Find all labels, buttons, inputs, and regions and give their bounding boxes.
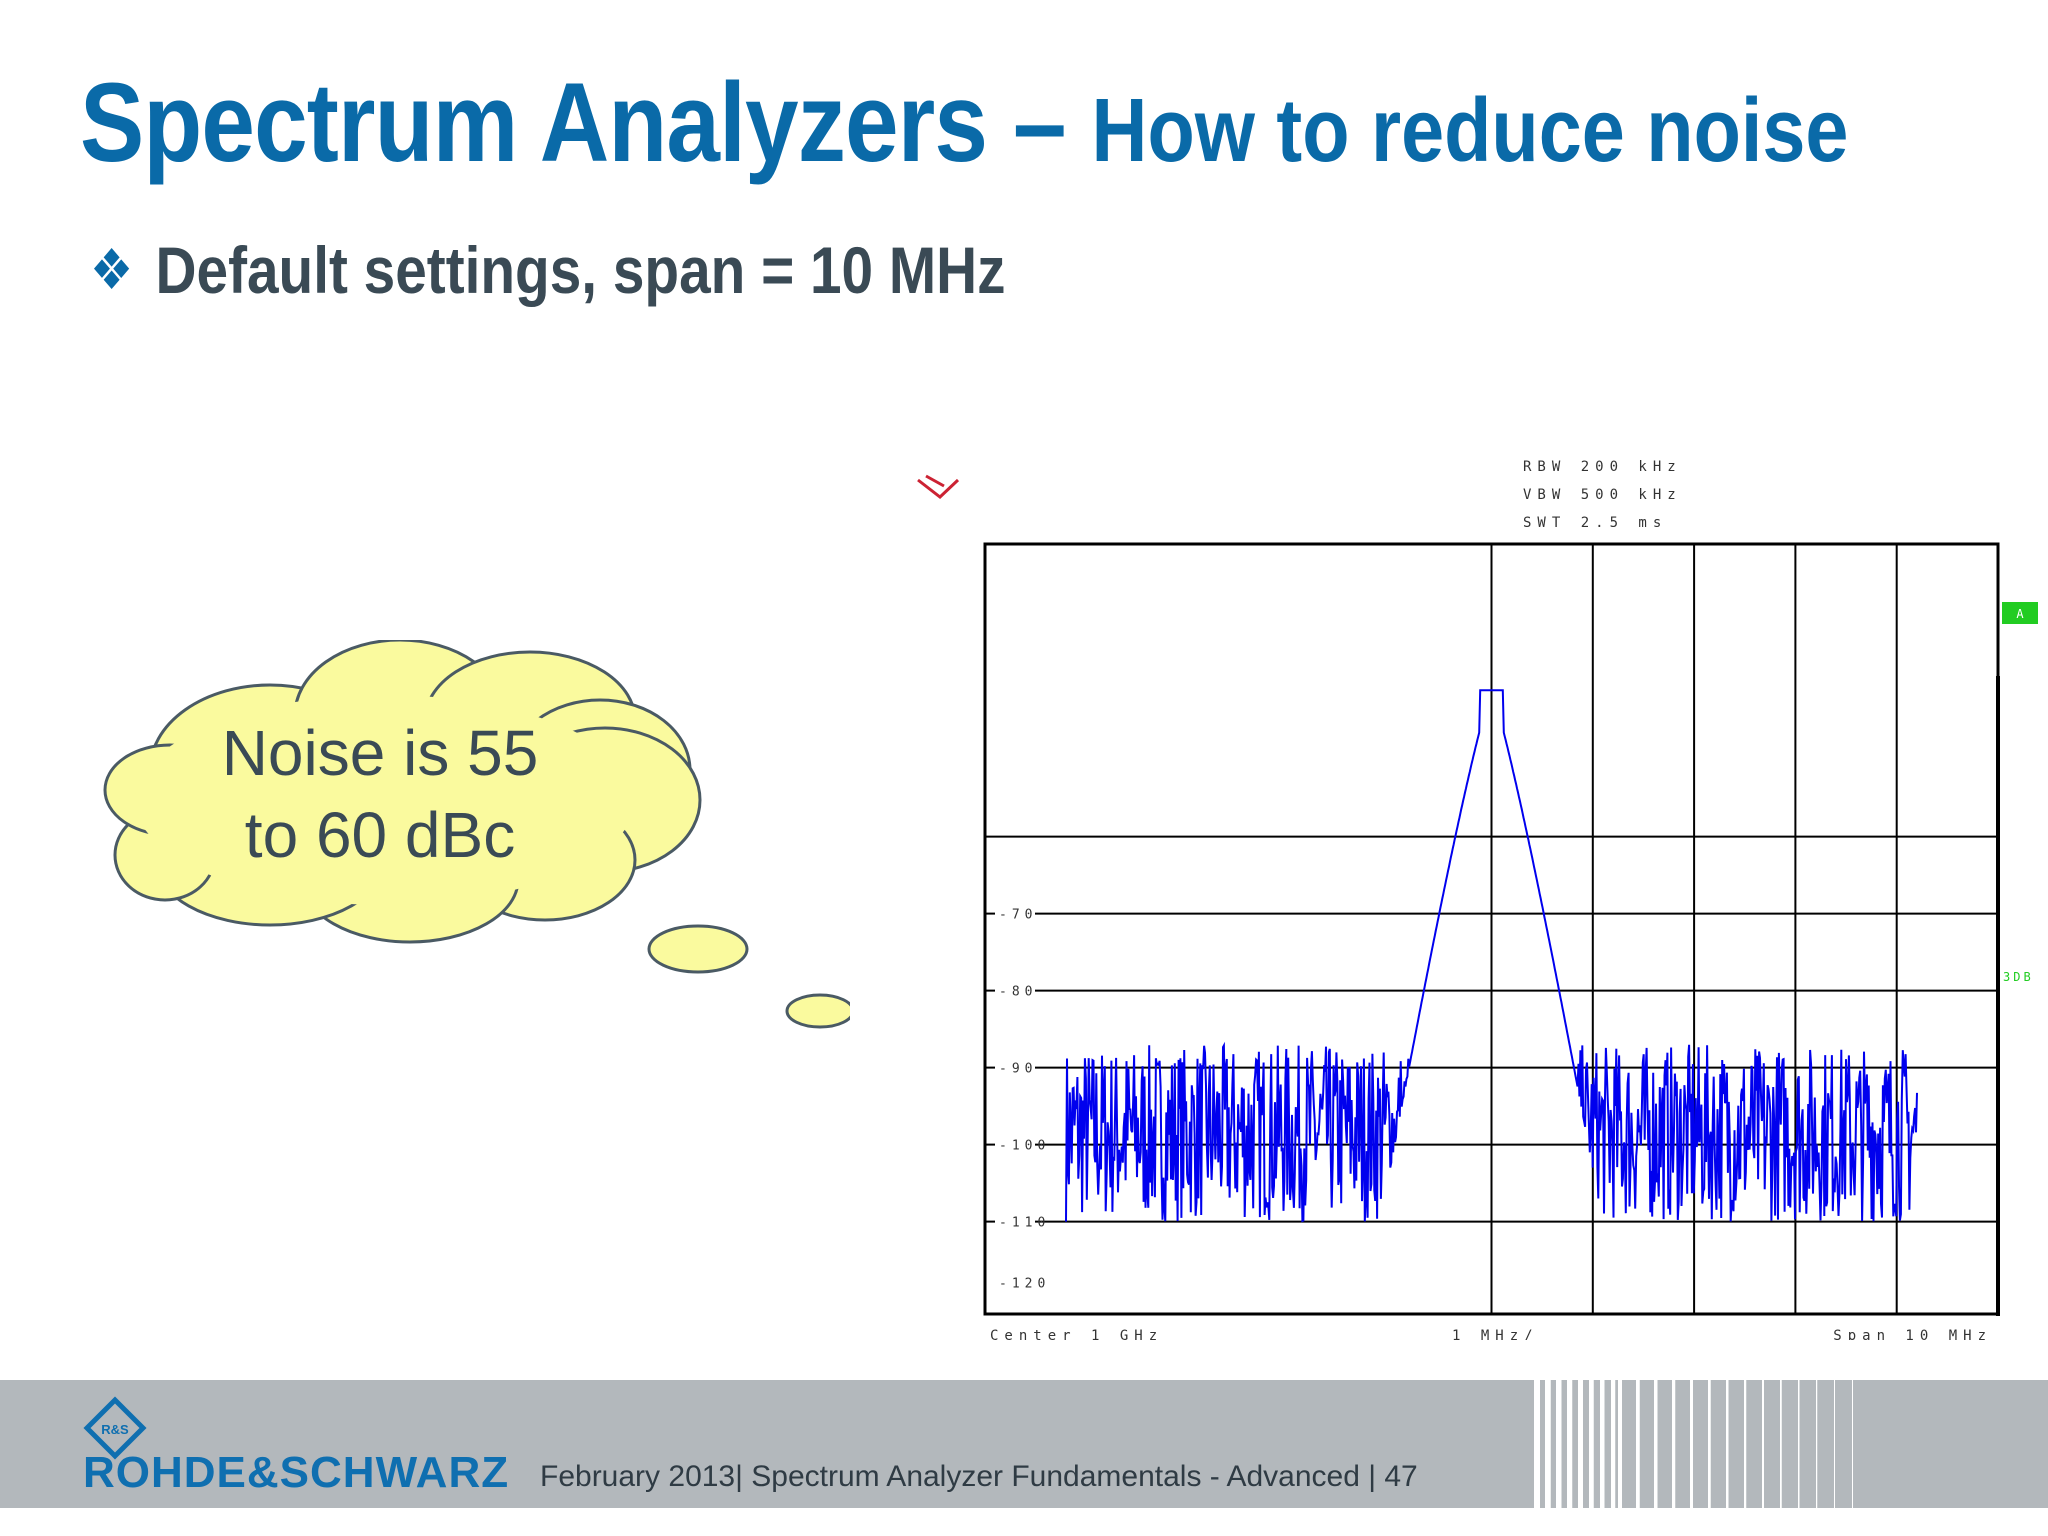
logo-letters: R&S	[101, 1422, 129, 1437]
spectrum-plot: RBW 200 kHz VBW 500 kHz SWT 2.5 ms -70 -80 -…	[917, 459, 2038, 1340]
footer-stripe	[1762, 1380, 1764, 1508]
callout-line-1: Noise is 55	[221, 717, 539, 789]
callout-line-2: to 60 dBc	[244, 799, 516, 871]
analyzer-logo-icon	[917, 474, 960, 499]
footer-stripe	[1589, 1380, 1594, 1508]
footer-stripe	[1618, 1380, 1622, 1508]
footer-stripe	[1708, 1380, 1711, 1508]
footer-stripe	[1556, 1380, 1562, 1508]
callout-text: Noise is 55 to 60 dBc	[160, 712, 600, 876]
footer-stripe	[1726, 1380, 1729, 1508]
footer-stripe	[1780, 1380, 1782, 1508]
y-tick-label: -70	[999, 908, 1037, 923]
marker-a-label: A	[2016, 607, 2024, 621]
footer-text: February 2013| Spectrum Analyzer Fundame…	[540, 1460, 1418, 1493]
footer-stripe	[1567, 1380, 1573, 1508]
diamond-bullet-icon: ❖	[90, 238, 134, 301]
bullet-line: ❖ Default settings, span = 10 MHz	[90, 232, 1006, 308]
bullet-text: Default settings, span = 10 MHz	[155, 233, 1006, 307]
y-tick-label: -100	[999, 1139, 1050, 1154]
thought-bubble-medium	[785, 993, 850, 1029]
setting-label: SWT 2.5 ms	[1523, 515, 1667, 531]
footer-stripe	[1852, 1380, 1853, 1508]
footer-stripe	[1636, 1380, 1640, 1508]
title-subtitle: How to reduce noise	[1091, 81, 1849, 181]
thought-cloud	[103, 640, 850, 1029]
footer-stripe	[1600, 1380, 1605, 1508]
footer-stripes	[1534, 1380, 1853, 1508]
footer-stripe	[1690, 1380, 1693, 1508]
marker-a-box	[2002, 602, 2038, 624]
y-tick-label: -80	[999, 985, 1037, 1000]
y-tick-label: -90	[999, 1062, 1037, 1077]
rs-logo-icon: R&S	[83, 1396, 147, 1460]
footer-stripe	[1654, 1380, 1658, 1508]
y-tick-label: -110	[999, 1216, 1050, 1231]
slide-title: Spectrum Analyzers – How to reduce noise	[80, 58, 1848, 187]
footer-stripe	[1816, 1380, 1818, 1508]
marker-3db-label: 3DB	[2003, 970, 2034, 984]
setting-label: VBW 500 kHz	[1523, 487, 1682, 503]
footer-stripe	[1578, 1380, 1583, 1508]
x-label-center: Center 1 GHz	[990, 1328, 1163, 1340]
title-main: Spectrum Analyzers –	[80, 60, 1092, 185]
footer-band	[0, 1380, 2048, 1508]
brand-name: ROHDE&SCHWARZ	[83, 1448, 510, 1497]
cloud-body	[135, 695, 635, 905]
y-tick-label: -120	[999, 1277, 1050, 1292]
trace-line	[1065, 689, 1918, 1223]
footer-stripe	[1534, 1380, 1540, 1508]
footer-stripe	[1744, 1380, 1747, 1508]
footer-stripe	[1545, 1380, 1551, 1508]
footer-stripe	[1611, 1380, 1616, 1508]
thought-bubble-large	[647, 924, 749, 974]
footer-stripe	[1834, 1380, 1835, 1508]
x-label-span: Span 10 MHz	[1833, 1328, 1992, 1340]
footer-stripe	[1798, 1380, 1800, 1508]
x-label-division: 1 MHz/	[1452, 1328, 1539, 1340]
setting-label: RBW 200 kHz	[1523, 459, 1682, 475]
footer-stripe	[1672, 1380, 1676, 1508]
